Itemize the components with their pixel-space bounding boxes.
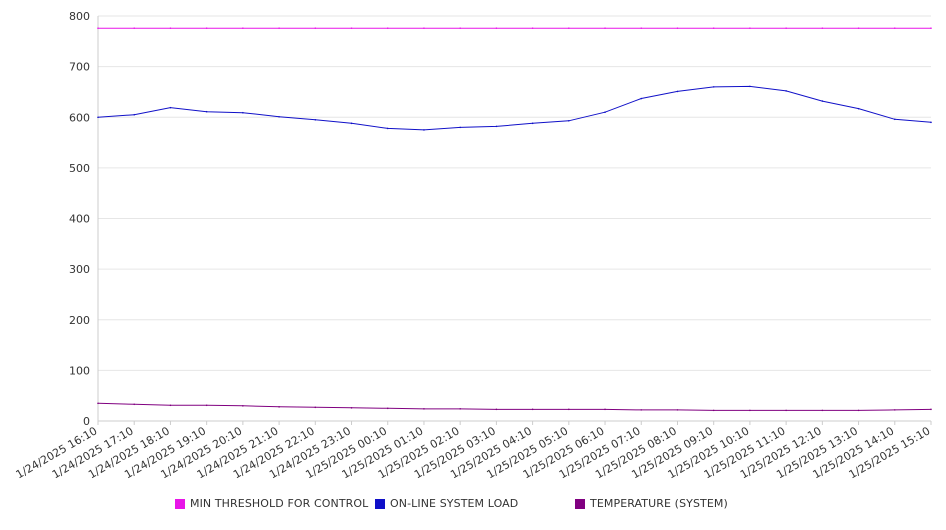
y-tick-label: 100 bbox=[69, 364, 90, 377]
legend-swatch-temperature bbox=[575, 498, 585, 509]
legend-item-system-load: ON-LINE SYSTEM LOAD bbox=[375, 497, 518, 510]
data-point-temperature bbox=[821, 409, 824, 412]
data-point-temperature bbox=[712, 409, 715, 412]
y-tick-label: 0 bbox=[83, 415, 90, 428]
data-point-min-threshold bbox=[604, 27, 606, 29]
data-point-system-load bbox=[749, 85, 751, 88]
data-point-min-threshold bbox=[278, 27, 280, 29]
data-point-system-load bbox=[531, 122, 534, 125]
data-point-system-load bbox=[568, 119, 570, 122]
data-point-system-load bbox=[930, 121, 932, 124]
data-point-temperature bbox=[205, 404, 208, 407]
data-point-temperature bbox=[386, 407, 389, 410]
data-point-system-load bbox=[785, 90, 787, 92]
data-point-min-threshold bbox=[423, 27, 425, 29]
data-point-min-threshold bbox=[930, 27, 932, 29]
data-point-system-load bbox=[604, 111, 606, 113]
data-point-system-load bbox=[712, 86, 715, 88]
data-point-system-load bbox=[205, 110, 208, 113]
data-point-temperature bbox=[857, 409, 860, 412]
data-point-min-threshold bbox=[893, 27, 896, 29]
data-point-min-threshold bbox=[531, 27, 534, 29]
data-point-temperature bbox=[459, 408, 461, 410]
data-point-min-threshold bbox=[712, 27, 715, 29]
data-point-min-threshold bbox=[242, 27, 244, 29]
data-point-system-load bbox=[97, 116, 99, 119]
data-point-temperature bbox=[133, 403, 136, 406]
data-point-system-load bbox=[133, 113, 136, 116]
data-point-temperature bbox=[531, 408, 534, 411]
data-point-temperature bbox=[676, 409, 679, 411]
data-point-system-load bbox=[495, 125, 498, 128]
data-point-min-threshold bbox=[821, 27, 824, 29]
legend-swatch-min-threshold bbox=[175, 498, 185, 509]
legend-label-system-load: ON-LINE SYSTEM LOAD bbox=[390, 497, 519, 510]
data-point-min-threshold bbox=[350, 27, 353, 29]
data-point-min-threshold bbox=[749, 27, 751, 29]
series-line-system-load bbox=[97, 85, 932, 131]
data-point-temperature bbox=[495, 408, 498, 411]
y-tick-label: 400 bbox=[69, 213, 90, 226]
data-point-min-threshold bbox=[459, 27, 461, 29]
data-point-min-threshold bbox=[568, 27, 570, 29]
data-point-temperature bbox=[314, 406, 317, 409]
data-point-min-threshold bbox=[169, 27, 172, 29]
legend-label-temperature: TEMPERATURE (SYSTEM) bbox=[590, 497, 728, 510]
data-point-min-threshold bbox=[640, 27, 643, 29]
data-point-min-threshold bbox=[97, 27, 99, 29]
data-point-min-threshold bbox=[386, 27, 389, 29]
y-tick-label: 300 bbox=[69, 263, 90, 276]
data-point-system-load bbox=[821, 100, 824, 102]
data-point-temperature bbox=[893, 409, 896, 411]
y-tick-label: 500 bbox=[69, 162, 90, 175]
data-point-system-load bbox=[423, 129, 425, 131]
data-point-temperature bbox=[749, 409, 751, 412]
data-point-system-load bbox=[893, 118, 896, 121]
data-point-temperature bbox=[242, 405, 244, 407]
data-point-system-load bbox=[857, 107, 860, 110]
data-point-system-load bbox=[386, 127, 389, 130]
data-point-min-threshold bbox=[857, 27, 860, 29]
data-point-system-load bbox=[640, 97, 643, 100]
data-point-temperature bbox=[930, 408, 932, 411]
data-point-system-load bbox=[314, 118, 317, 121]
data-point-temperature bbox=[785, 409, 787, 412]
legend: MIN THRESHOLD FOR CONTROL ON-LINE SYSTEM… bbox=[0, 497, 946, 515]
y-tick-label: 800 bbox=[69, 10, 90, 23]
data-point-temperature bbox=[97, 402, 99, 405]
data-point-system-load bbox=[169, 106, 172, 109]
data-point-min-threshold bbox=[133, 27, 136, 29]
data-point-temperature bbox=[568, 408, 570, 411]
data-point-system-load bbox=[676, 90, 679, 93]
data-point-temperature bbox=[604, 408, 606, 411]
data-point-temperature bbox=[640, 409, 643, 411]
data-point-min-threshold bbox=[676, 27, 679, 29]
data-point-min-threshold bbox=[205, 27, 208, 29]
data-point-system-load bbox=[350, 122, 353, 125]
data-point-temperature bbox=[278, 406, 280, 408]
data-point-temperature bbox=[423, 408, 425, 410]
data-point-system-load bbox=[242, 111, 244, 114]
data-point-min-threshold bbox=[785, 27, 787, 29]
data-point-min-threshold bbox=[314, 27, 317, 29]
y-tick-label: 600 bbox=[69, 111, 90, 124]
data-point-temperature bbox=[169, 404, 172, 407]
legend-swatch-system-load bbox=[375, 498, 385, 509]
data-point-temperature bbox=[350, 407, 353, 409]
legend-label-min-threshold: MIN THRESHOLD FOR CONTROL bbox=[190, 497, 369, 510]
data-point-min-threshold bbox=[495, 27, 498, 29]
y-tick-label: 700 bbox=[69, 61, 90, 74]
y-tick-label: 200 bbox=[69, 314, 90, 327]
data-point-system-load bbox=[278, 115, 280, 118]
legend-item-min-threshold: MIN THRESHOLD FOR CONTROL bbox=[175, 497, 368, 510]
data-point-system-load bbox=[459, 126, 461, 129]
series-line-temperature bbox=[97, 402, 932, 411]
legend-item-temperature: TEMPERATURE (SYSTEM) bbox=[575, 497, 728, 510]
